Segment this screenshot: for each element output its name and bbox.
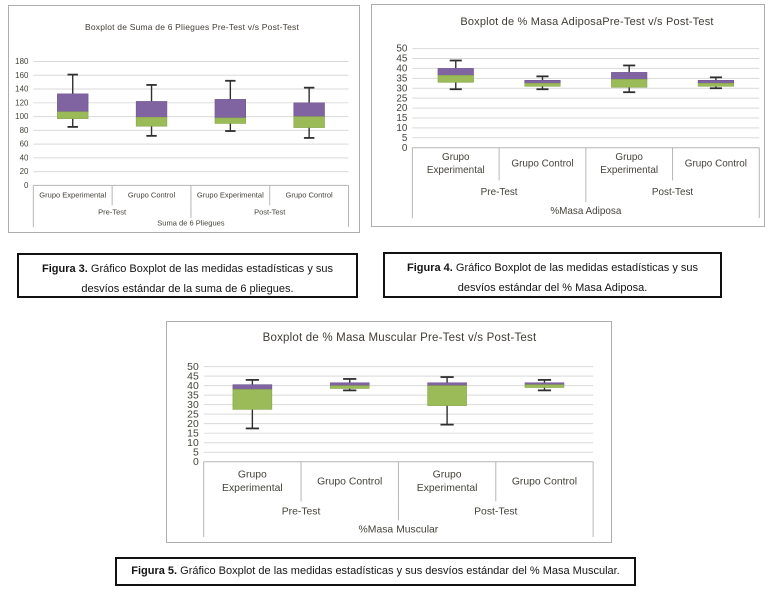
- figure-5-caption: Figura 5. Gráfico Boxplot de las medidas…: [115, 557, 636, 586]
- y-tick-label: 40: [396, 64, 408, 75]
- y-tick-label: 40: [20, 153, 29, 162]
- figure-5-text: Gráfico Boxplot de las medidas estadísti…: [180, 565, 620, 577]
- y-tick-label: 100: [15, 112, 29, 121]
- box-upper-quartile: [57, 93, 89, 113]
- y-tick-label: 10: [187, 438, 199, 449]
- figure-5-label: Figura 5.: [131, 565, 178, 577]
- x-axis-title: %Masa Muscular: [359, 524, 439, 535]
- y-tick-label: 15: [187, 428, 199, 439]
- y-tick-label: 140: [15, 85, 29, 94]
- boxplot-suma-6-pliegues: 0 20 40 60 80 100 120 140 160 180 Grupo Experiment…: [15, 57, 350, 228]
- box-upper-quartile: [135, 101, 168, 118]
- y-tick-label: 15: [396, 113, 408, 124]
- y-tick-label: 25: [187, 409, 199, 420]
- box-lower-quartile: [524, 384, 565, 388]
- category-label: Grupo Control: [685, 159, 747, 170]
- test-phase-label: Post-Test: [652, 187, 694, 198]
- test-phase-label: Pre-Test: [282, 507, 321, 518]
- box-lower-quartile: [232, 389, 273, 410]
- test-phase-label: Post-Test: [254, 208, 286, 217]
- category-label: Grupo Experimental: [222, 470, 283, 495]
- y-tick-label: 10: [396, 123, 408, 134]
- category-label: Grupo Control: [511, 159, 573, 170]
- chart-title-suma-6-pliegues: Boxplot de Suma de 6 Pliegues Pre-Test v…: [84, 22, 300, 32]
- box-upper-quartile: [232, 384, 273, 390]
- y-tick-label: 50: [396, 44, 408, 55]
- chart-panel-masa-adiposa: Boxplot de % Masa AdiposaPre-Test v/s Po…: [371, 4, 765, 227]
- category-label: Grupo Experimental: [197, 190, 264, 199]
- y-tick-label: 30: [187, 400, 199, 411]
- test-phase-label: Pre-Test: [481, 187, 518, 198]
- figure-4-text: Gráfico Boxplot de las medidas estadísti…: [455, 262, 699, 294]
- box-lower-quartile: [611, 79, 648, 88]
- y-tick-label: 35: [187, 390, 199, 401]
- figure-3-text: Gráfico Boxplot de las medidas estadísti…: [81, 263, 334, 295]
- figure-4-label: Figura 4.: [406, 262, 453, 274]
- y-tick-label: 0: [402, 143, 408, 154]
- chart-panel-masa-muscular: Boxplot de % Masa Muscular Pre-Test v/s …: [166, 321, 612, 543]
- category-label: Grupo Control: [317, 476, 382, 487]
- y-tick-label: 50: [187, 362, 199, 373]
- y-tick-label: 5: [402, 133, 408, 144]
- box-upper-quartile: [427, 382, 467, 386]
- y-tick-label: 20: [187, 419, 199, 430]
- y-tick-label: 40: [187, 381, 199, 392]
- y-tick-label: 20: [396, 103, 408, 114]
- y-tick-label: 20: [20, 167, 29, 176]
- box-lower-quartile: [697, 82, 734, 87]
- test-phase-label: Post-Test: [474, 507, 517, 518]
- y-tick-label: 5: [193, 447, 199, 458]
- category-label: Grupo Experimental: [39, 190, 106, 199]
- box-upper-quartile: [329, 382, 370, 386]
- y-tick-label: 0: [193, 457, 199, 468]
- chart-panel-suma-6-pliegues: Boxplot de Suma de 6 Pliegues Pre-Test v…: [8, 5, 360, 233]
- box-upper-quartile: [697, 80, 734, 84]
- box-lower-quartile: [524, 82, 561, 87]
- y-tick-label: 120: [15, 98, 29, 107]
- y-tick-label: 0: [24, 181, 29, 190]
- box-upper-quartile: [611, 72, 648, 80]
- chart-title-masa-adiposa: Boxplot de % Masa AdiposaPre-Test v/s Po…: [460, 16, 714, 28]
- y-tick-label: 25: [396, 93, 408, 104]
- test-phase-label: Pre-Test: [98, 208, 127, 217]
- box-upper-quartile: [524, 80, 561, 84]
- y-tick-label: 160: [15, 71, 29, 80]
- y-tick-label: 180: [15, 57, 29, 66]
- x-axis-title: %Masa Adiposa: [550, 206, 622, 217]
- figure-4-caption: Figura 4. Gráfico Boxplot de las medidas…: [383, 252, 722, 298]
- chart-title-masa-muscular: Boxplot de % Masa Muscular Pre-Test v/s …: [262, 332, 537, 344]
- y-tick-label: 45: [396, 54, 408, 65]
- y-tick-label: 45: [187, 371, 199, 382]
- category-label: Grupo Experimental: [417, 470, 478, 495]
- y-tick-label: 80: [20, 126, 29, 135]
- box-lower-quartile: [329, 385, 370, 389]
- y-tick-label: 35: [396, 73, 408, 84]
- category-label: Grupo Control: [286, 190, 334, 199]
- category-label: Grupo Experimental: [427, 152, 485, 176]
- figure-3-caption: Figura 3. Gráfico Boxplot de las medidas…: [17, 253, 358, 298]
- box-upper-quartile: [437, 68, 474, 76]
- box-lower-quartile: [427, 385, 467, 406]
- category-label: Grupo Control: [128, 190, 176, 199]
- y-tick-label: 30: [396, 83, 408, 94]
- x-axis-title: Suma de 6 Pliegues: [157, 219, 225, 228]
- box-upper-quartile: [214, 99, 247, 119]
- y-tick-label: 60: [20, 140, 29, 149]
- category-label: Grupo Control: [512, 476, 577, 487]
- box-lower-quartile: [57, 111, 89, 119]
- box-lower-quartile: [437, 75, 474, 83]
- box-lower-quartile: [135, 116, 168, 127]
- figure-3-label: Figura 3.: [41, 263, 88, 275]
- box-lower-quartile: [293, 116, 325, 128]
- box-upper-quartile: [293, 102, 325, 117]
- box-lower-quartile: [214, 117, 247, 124]
- category-label: Grupo Experimental: [600, 152, 658, 176]
